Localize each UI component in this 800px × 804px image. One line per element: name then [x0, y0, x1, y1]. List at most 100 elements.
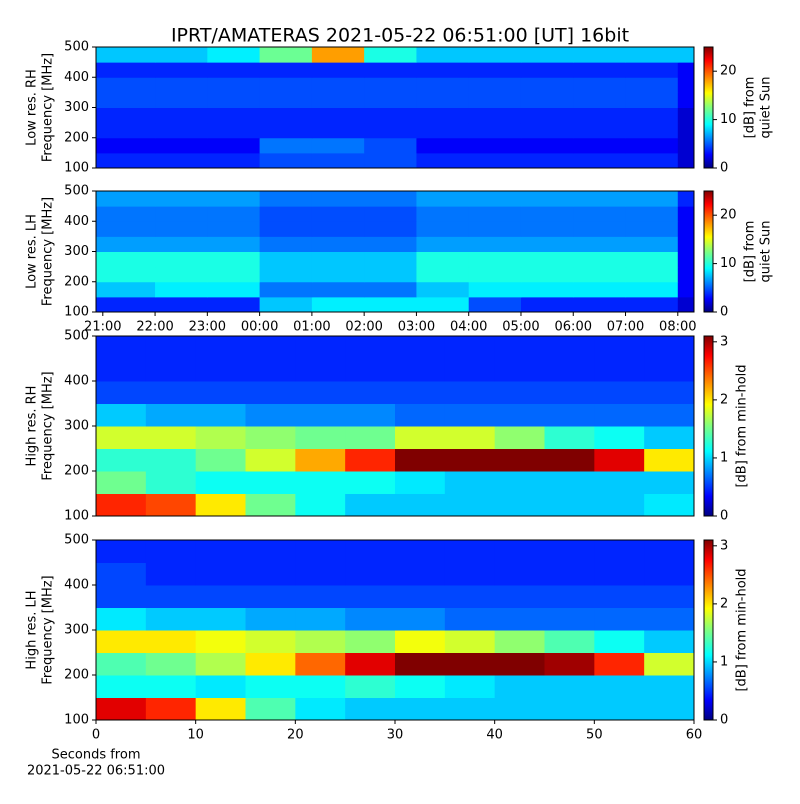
x-tick-label: 02:00: [345, 320, 382, 335]
heatmap-cell: [195, 358, 246, 382]
heatmap-cell: [245, 540, 296, 563]
x-tick-label: 23:00: [189, 320, 226, 335]
y-tick-label: 200: [64, 464, 89, 479]
y-tick-label: 300: [64, 244, 89, 259]
x-tick-label: 40: [486, 728, 503, 743]
heatmap-cell: [468, 152, 522, 169]
y-tick-label: 500: [64, 184, 89, 199]
heatmap-cell: [468, 281, 522, 298]
heatmap-cell: [416, 281, 470, 298]
x-tick-label: 22:00: [136, 320, 173, 335]
heatmap-cell: [311, 296, 365, 313]
y-tick-label: 100: [64, 713, 89, 728]
heatmap-cell: [195, 471, 246, 494]
heatmap-cell: [468, 236, 522, 252]
heatmap-cell: [207, 152, 261, 169]
heatmap-cell: [155, 236, 208, 252]
heatmap-cell: [96, 630, 147, 653]
y-tick-label: 300: [64, 100, 89, 115]
x-tick-label: 00:00: [241, 320, 278, 335]
heatmap-cell: [207, 206, 261, 222]
heatmap-cell: [544, 448, 595, 472]
heatmap-cell: [207, 47, 261, 63]
heatmap-cell: [468, 107, 522, 124]
heatmap-cell: [207, 251, 261, 268]
heatmap-cell: [395, 585, 446, 608]
heatmap-cell: [245, 585, 296, 608]
heatmap-cell: [625, 251, 679, 268]
y-tick-label: 400: [64, 70, 89, 85]
figure-title: IPRT/AMATERAS 2021-05-22 06:51:00 [UT] 1…: [171, 25, 629, 47]
heatmap-cell: [96, 47, 156, 63]
heatmap-cell: [245, 358, 296, 382]
heatmap-cell: [573, 236, 627, 252]
heatmap-cell: [207, 221, 261, 237]
heatmap-cell: [444, 630, 496, 653]
heatmap-cell: [644, 471, 695, 494]
y-tick-label: 200: [64, 130, 89, 145]
heatmap-cell: [311, 221, 365, 237]
heatmap-cell: [195, 652, 246, 676]
heatmap-cell: [444, 358, 496, 382]
heatmap-cell: [395, 403, 446, 427]
heatmap-cell: [444, 381, 496, 404]
heatmap-cell: [195, 336, 246, 359]
heatmap-cell: [195, 630, 246, 653]
heatmap-cell: [625, 62, 679, 78]
heatmap-cell: [573, 77, 627, 93]
heatmap-cell: [494, 652, 545, 676]
heatmap-cell: [644, 493, 695, 517]
heatmap-cell: [494, 585, 545, 608]
y-axis-label: High res. RH: [25, 386, 40, 467]
heatmap-cell: [207, 296, 261, 313]
heatmap-cell: [155, 191, 208, 207]
heatmap-cell: [96, 697, 147, 721]
heatmap-cell: [573, 221, 627, 237]
heatmap-cell: [395, 562, 446, 586]
heatmap-cell: [195, 697, 246, 721]
heatmap-cell: [644, 585, 695, 608]
heatmap-cell: [345, 493, 396, 517]
y-tick-label: 500: [64, 40, 89, 55]
x-tick-label: 60: [686, 728, 703, 743]
y-axis-label: Frequency [MHz]: [41, 575, 56, 684]
heatmap-cell: [494, 630, 545, 653]
heatmap-cell: [444, 336, 496, 359]
heatmap-cell: [195, 426, 246, 449]
heatmap-cell: [625, 152, 679, 169]
x-tick-label: 10: [187, 728, 204, 743]
heatmap-cell: [245, 403, 296, 427]
y-tick-label: 400: [64, 578, 89, 593]
heatmap-cell: [544, 652, 595, 676]
heatmap-cell: [444, 403, 496, 427]
heatmap-cell: [644, 358, 695, 382]
heatmap-cell: [625, 206, 679, 222]
heatmap-cell: [345, 403, 396, 427]
heatmap-cell: [395, 493, 446, 517]
heatmap-cell: [520, 62, 574, 78]
heatmap-cell: [295, 471, 346, 494]
heatmap-cell: [520, 251, 574, 268]
heatmap-cell: [245, 336, 296, 359]
heatmap-cell: [594, 675, 645, 698]
heatmap-cell: [573, 122, 627, 139]
heatmap-cell: [544, 403, 595, 427]
heatmap-cell: [96, 206, 156, 222]
heatmap-cell: [520, 266, 574, 283]
heatmap-cell: [395, 358, 446, 382]
heatmap-cell: [311, 206, 365, 222]
heatmap-cell: [96, 585, 147, 608]
heatmap-cell: [444, 585, 496, 608]
heatmap-cell: [155, 266, 208, 283]
heatmap-cell: [677, 122, 695, 139]
heatmap-cell: [96, 448, 147, 472]
heatmap-cell: [677, 62, 695, 78]
heatmap-cell: [594, 493, 645, 517]
y-tick-label: 100: [64, 305, 89, 320]
heatmap-cell: [625, 92, 679, 108]
heatmap-cell: [364, 296, 417, 313]
heatmap-cell: [395, 426, 446, 449]
heatmap-cell: [96, 675, 147, 698]
heatmap-cell: [444, 675, 496, 698]
heatmap-cell: [155, 221, 208, 237]
